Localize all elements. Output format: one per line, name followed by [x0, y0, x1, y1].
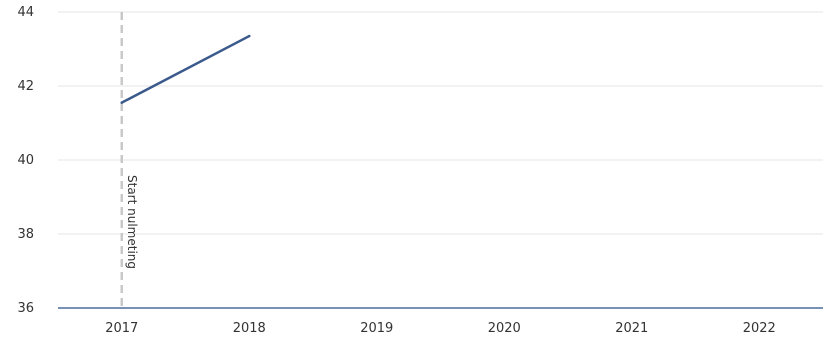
x-tick-label: 2022: [743, 321, 776, 336]
x-tick-label: 2019: [360, 321, 393, 336]
series-group: [120, 34, 251, 104]
start-marker: Start nulmeting: [120, 12, 139, 308]
y-tick-label: 36: [17, 301, 34, 316]
x-axis: 2017 2018 2019 2020 2021 2022: [105, 321, 776, 336]
y-tick-label: 38: [17, 227, 34, 242]
y-tick-label: 40: [17, 153, 34, 168]
y-tick-label: 44: [17, 5, 34, 20]
series-line: [120, 34, 251, 104]
data-point: [248, 34, 251, 38]
x-tick-label: 2021: [615, 321, 648, 336]
data-point: [120, 101, 123, 104]
start-marker-label: Start nulmeting: [125, 175, 139, 269]
x-tick-label: 2017: [105, 321, 138, 336]
y-axis: 36 38 40 42 44: [17, 5, 34, 316]
x-tick-label: 2020: [488, 321, 521, 336]
y-tick-label: 42: [17, 79, 34, 94]
x-tick-label: 2018: [233, 321, 266, 336]
grid: [58, 11, 823, 235]
